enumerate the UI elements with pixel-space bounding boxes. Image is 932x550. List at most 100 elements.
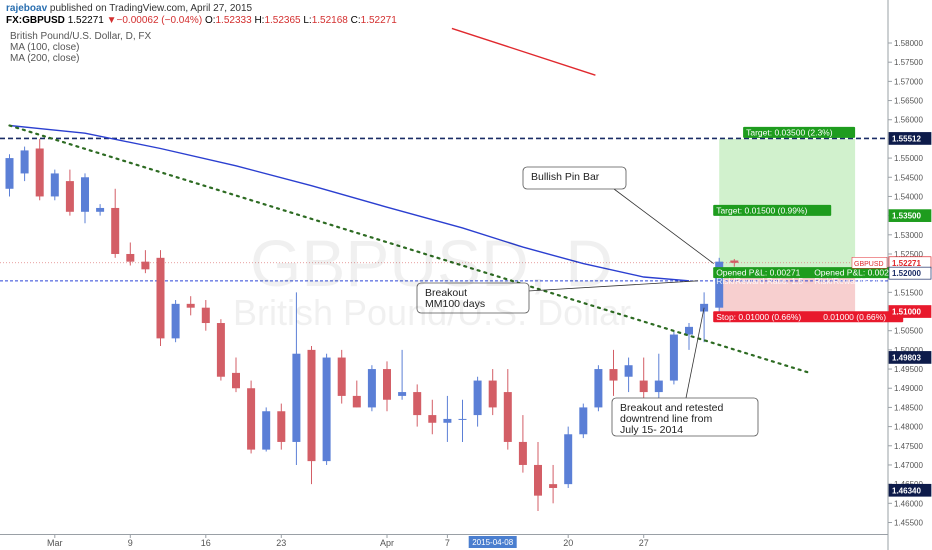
target-far-label-box [743,126,856,138]
ma100-line [9,124,690,282]
bullish-pin-bar-box [522,166,627,190]
x-tick-label: 16 [201,538,211,548]
candle-body [428,415,437,423]
y-tick-label: 1.56000 [894,116,923,125]
y-tick-label: 1.46000 [894,499,923,508]
candle-body [186,303,195,308]
price-tag-box [888,351,932,364]
y-tick-label: 1.54500 [894,173,923,182]
candle-body [247,388,256,450]
bullish-pin-bar-text: Bullish Pin Bar [531,171,600,183]
price-tag-label: 1.52000 [892,269,921,278]
breakout-mm100-text: MM100 days [425,298,485,310]
breakout-retested-text: downtrend line from [620,413,712,425]
candle-body [307,349,316,462]
y-tick-label: 1.55000 [894,154,923,163]
open-label: O: [204,15,216,26]
y-tick-label: 1.48000 [894,423,923,432]
chart-legend: British Pound/U.S. Dollar, D, FX MA (100… [10,31,151,64]
candle-body [216,323,225,377]
candle-body [594,369,603,408]
price-tag-label: 1.55512 [892,134,921,143]
candle-body [65,181,74,212]
stop-zone [719,273,856,312]
candle-body [322,357,331,462]
x-tick-label: 23 [276,538,286,548]
breakout-retested-pointer [685,307,705,399]
candle-body [488,380,497,408]
target-near-label-box [713,204,832,216]
breakout-mm100-pointer [527,280,699,292]
candle-body [262,411,271,450]
price-tag-label: 1.53500 [892,212,921,221]
candle-body [413,392,422,416]
candle-body [5,158,14,189]
y-tick-label: 1.53000 [894,231,923,240]
high-value: 1.52365 [264,15,301,26]
candle-body [292,353,301,442]
breakout-retested-text: July 15- 2014 [620,424,683,436]
y-tick-label: 1.54000 [894,192,923,201]
candle-body [201,307,210,324]
candle-body [669,334,678,381]
price-tag-label: 1.49803 [892,353,921,362]
y-tick-label: 1.49000 [894,384,923,393]
stop-label-b: 0.01000 (0.66%) [823,312,886,322]
candle-body [564,434,573,485]
y-tick-label: 1.49500 [894,365,923,374]
date-highlight-label: 2015-04-08 [472,538,513,547]
candle-body [111,207,120,254]
low-value: 1.52168 [311,15,348,26]
candle-body [398,392,407,396]
publish-info: published on TradingView.com, April 27, … [49,3,253,14]
last-price: 1.52271 [67,15,104,26]
quote-bar: FX:GBPUSD 1.52271 ▼−0.00062 (−0.04%) O:1… [6,14,397,27]
candle-body [81,177,89,212]
price-tag-box [888,305,932,318]
candle-body [383,369,391,400]
candle-body [639,380,648,393]
candle-body [232,372,240,389]
price-tag-prefix-box [851,257,888,269]
open-value: 1.52333 [215,15,252,26]
breakout-mm100-box [416,282,530,314]
candle-body [503,392,512,442]
author-link[interactable]: rajeboav [6,3,48,14]
y-tick-label: 1.45500 [894,518,923,527]
candle-body [50,173,59,197]
candle-body [141,261,150,270]
downtrend-line [8,124,811,374]
symbol-label[interactable]: FX:GBPUSD [6,15,65,26]
candle-body [458,418,467,420]
x-tick-label: 7 [445,538,450,548]
risk-reward-label-a: Risk/Reward Ratio: 1.5 [716,276,803,286]
candle-body [277,411,286,442]
candle-body [473,380,482,416]
candle-body [715,261,724,308]
publish-header: rajeboav published on TradingView.com, A… [6,2,252,15]
price-tag-label: 1.51000 [892,308,921,317]
candle-body [443,418,452,423]
price-tag-box [888,483,932,497]
legend-title[interactable]: British Pound/U.S. Dollar, D, FX [10,31,152,42]
legend-ma100[interactable]: MA (100, close) [10,42,80,53]
y-tick-label: 1.47500 [894,442,923,451]
y-tick-label: 1.48500 [894,403,923,412]
price-tag-box [888,132,932,145]
y-tick-label: 1.50500 [894,327,923,336]
candle-body [730,260,739,263]
y-tick-label: 1.57000 [894,77,923,86]
breakout-mm100-text: Breakout [425,287,467,299]
x-tick-label: Apr [380,538,394,548]
candle-body [352,395,361,408]
legend-ma200[interactable]: MA (200, close) [10,53,80,64]
y-tick-label: 1.52500 [894,250,923,259]
stop-band-box [713,311,904,323]
close-value: 1.52271 [360,15,397,26]
candle-body [35,148,44,197]
breakout-retested-text: Breakout and retested [620,402,723,414]
candle-body [654,380,663,393]
pnl-label-a: Opened P&L: 0.00271 [716,268,800,278]
price-tag-label: 1.52271 [892,259,921,268]
